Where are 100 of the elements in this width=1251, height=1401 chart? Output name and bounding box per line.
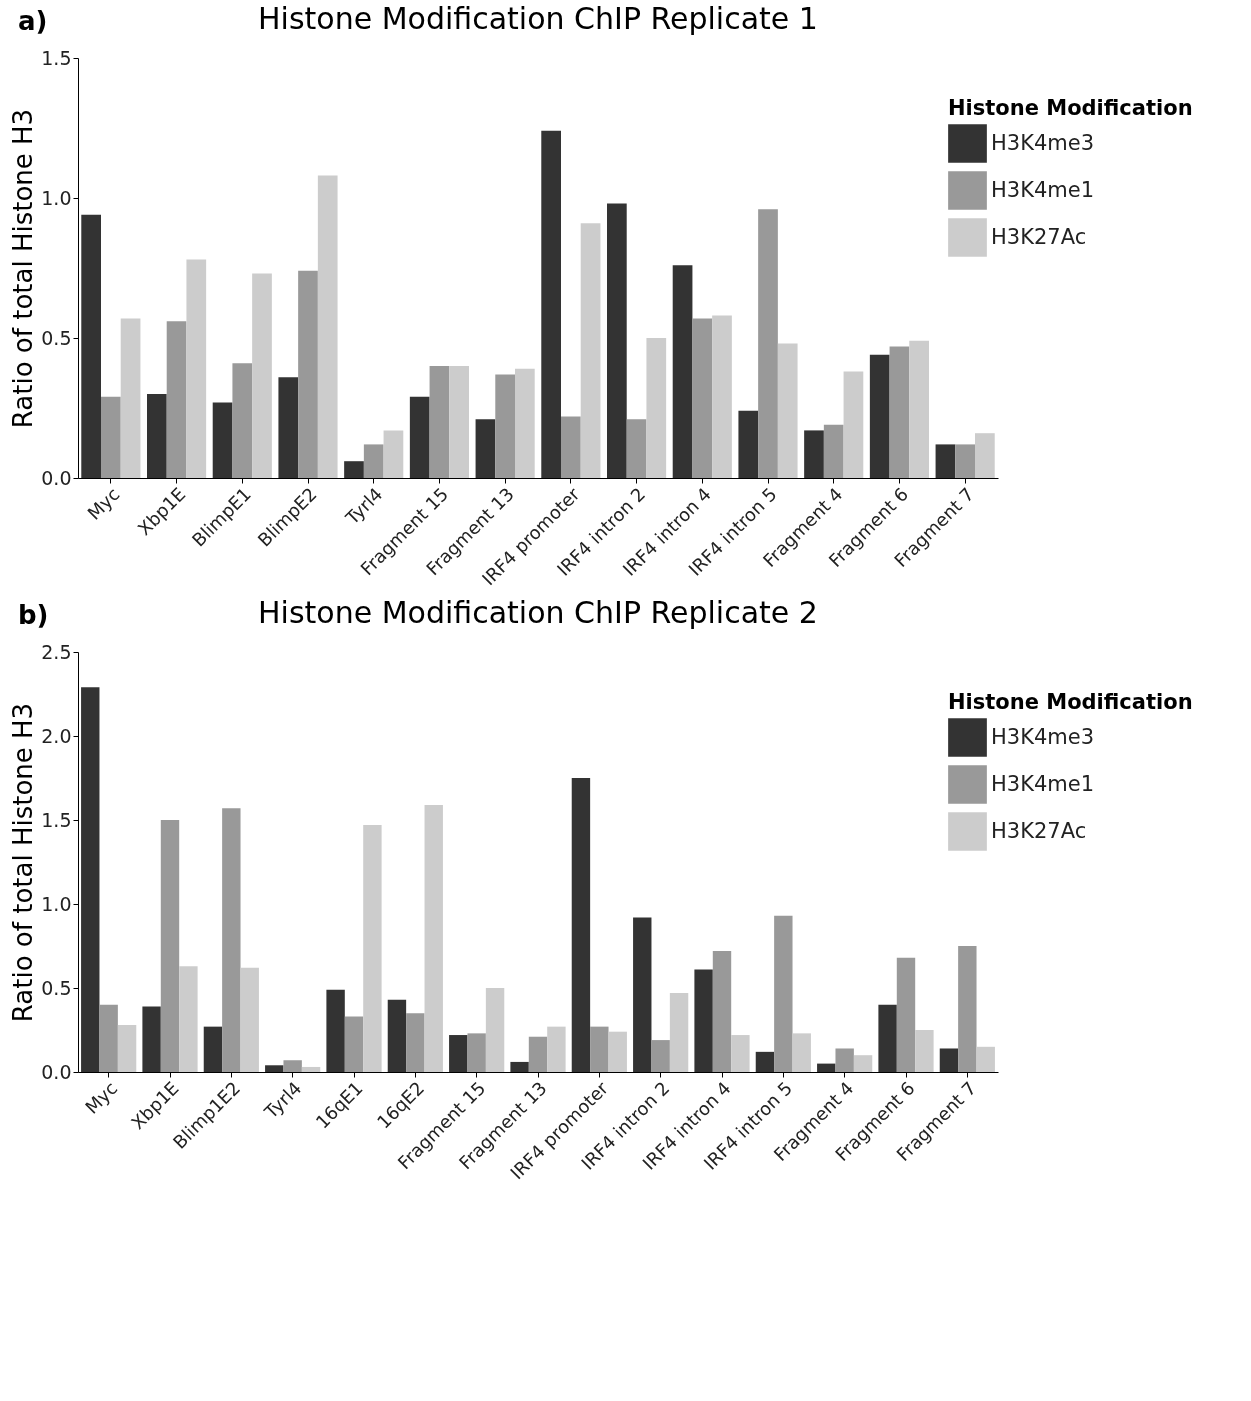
text: b) bbox=[18, 600, 49, 630]
bar bbox=[755, 1051, 775, 1072]
bar bbox=[424, 804, 443, 1072]
bar bbox=[528, 1036, 548, 1072]
bar bbox=[580, 223, 601, 478]
bar bbox=[712, 951, 732, 1072]
bar bbox=[212, 402, 233, 478]
bar bbox=[449, 1035, 468, 1072]
bar bbox=[363, 444, 384, 478]
bar bbox=[240, 967, 259, 1072]
bar bbox=[915, 1030, 934, 1072]
bar bbox=[869, 354, 890, 478]
bar bbox=[429, 366, 450, 478]
y-tick-label: 0.5 bbox=[41, 326, 72, 349]
bar bbox=[909, 340, 929, 478]
bar bbox=[607, 203, 627, 478]
legend-label: H3K4me1 bbox=[991, 177, 1095, 202]
bar bbox=[495, 374, 515, 478]
bar bbox=[117, 1024, 137, 1072]
bar bbox=[541, 130, 561, 478]
bar bbox=[515, 368, 535, 478]
bar bbox=[166, 321, 187, 478]
bar bbox=[712, 315, 732, 478]
bar bbox=[939, 1048, 959, 1072]
bar bbox=[774, 915, 793, 1072]
bar bbox=[120, 318, 141, 478]
bar bbox=[99, 1004, 118, 1072]
bar bbox=[608, 1031, 627, 1072]
bar bbox=[672, 265, 693, 478]
bar bbox=[823, 424, 844, 478]
y-tick-label: 1.0 bbox=[41, 186, 72, 209]
bar bbox=[731, 1035, 750, 1072]
y-axis-title: Ratio of total Histone H3 bbox=[8, 702, 39, 1023]
y-tick-label: 1.5 bbox=[41, 808, 72, 831]
bar bbox=[669, 993, 689, 1072]
bar bbox=[958, 946, 977, 1072]
bar bbox=[81, 687, 100, 1072]
bar bbox=[317, 175, 338, 478]
y-tick-label: 1.5 bbox=[41, 46, 72, 69]
bar bbox=[878, 1004, 897, 1072]
legend-label: H3K27Ac bbox=[991, 224, 1087, 249]
y-tick-label: 2.5 bbox=[41, 640, 72, 663]
bar bbox=[301, 1066, 321, 1072]
bar bbox=[777, 343, 798, 478]
bar bbox=[363, 825, 382, 1072]
bar bbox=[817, 1063, 836, 1072]
y-axis-title: Ratio of total Histone H3 bbox=[8, 108, 39, 429]
bar bbox=[510, 1061, 529, 1072]
bar bbox=[222, 808, 241, 1072]
bar bbox=[203, 1026, 223, 1072]
bar bbox=[651, 1040, 670, 1072]
bar bbox=[179, 966, 198, 1072]
bar bbox=[976, 1046, 995, 1072]
bar bbox=[835, 1048, 854, 1072]
legend-label: H3K4me3 bbox=[991, 130, 1095, 155]
bar bbox=[186, 259, 207, 478]
bar bbox=[935, 444, 956, 478]
bar bbox=[387, 999, 407, 1072]
bar bbox=[383, 430, 404, 478]
legend-label: H3K4me1 bbox=[991, 771, 1095, 796]
bar bbox=[101, 396, 121, 478]
bar bbox=[485, 988, 505, 1072]
bar bbox=[646, 338, 667, 478]
bar bbox=[571, 778, 591, 1072]
bar bbox=[160, 820, 180, 1072]
bar bbox=[265, 1065, 284, 1072]
bar bbox=[889, 346, 910, 478]
bar bbox=[692, 318, 713, 478]
bar bbox=[81, 214, 101, 478]
bar bbox=[232, 363, 253, 478]
legend-title: Histone Modification bbox=[948, 96, 1193, 120]
y-tick-label: 0.5 bbox=[41, 976, 72, 999]
bar bbox=[449, 366, 469, 478]
bar bbox=[758, 209, 778, 478]
bar bbox=[147, 394, 167, 478]
bar bbox=[283, 1060, 302, 1072]
y-tick-label: 1.0 bbox=[41, 892, 72, 915]
y-tick-label: 0.0 bbox=[41, 1060, 72, 1083]
bar bbox=[344, 1016, 364, 1072]
y-tick-label: 0.0 bbox=[41, 466, 72, 489]
y-tick-label: 2.0 bbox=[41, 724, 72, 747]
bar bbox=[626, 419, 647, 478]
bar bbox=[804, 430, 824, 478]
bar bbox=[896, 957, 916, 1072]
chart-title: Histone Modification ChIP Replicate 1 bbox=[258, 1, 818, 36]
bar bbox=[278, 377, 299, 478]
bar bbox=[633, 917, 652, 1072]
bar bbox=[409, 396, 430, 478]
bar bbox=[738, 410, 759, 478]
legend-label: H3K4me3 bbox=[991, 724, 1095, 749]
bar bbox=[975, 433, 995, 478]
bar bbox=[298, 270, 318, 478]
bar bbox=[406, 1013, 425, 1072]
bar bbox=[590, 1026, 609, 1072]
bar bbox=[792, 1033, 811, 1072]
bar bbox=[955, 444, 975, 478]
bar bbox=[475, 419, 496, 478]
bar bbox=[547, 1026, 566, 1072]
bar bbox=[694, 969, 713, 1072]
bar bbox=[142, 1006, 161, 1072]
